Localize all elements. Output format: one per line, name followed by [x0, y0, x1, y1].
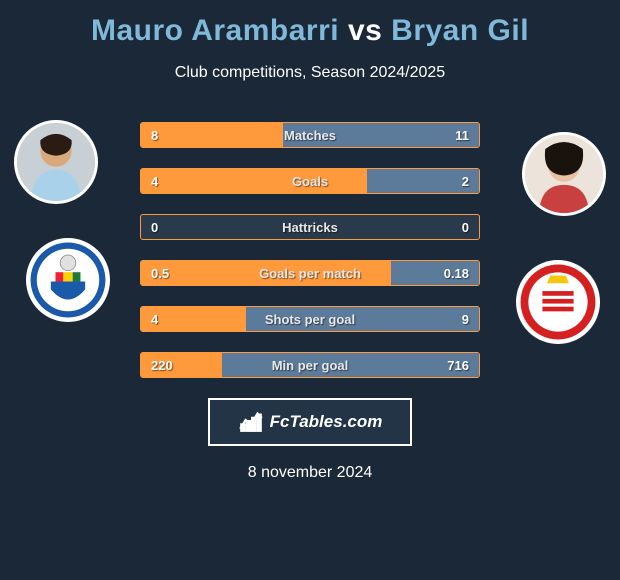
- stat-row-hattricks: 0 Hattricks 0: [140, 214, 480, 240]
- stat-right-value: 0.18: [444, 261, 469, 285]
- subtitle: Club competitions, Season 2024/2025: [8, 64, 612, 82]
- player1-name: Mauro Arambarri: [91, 14, 339, 47]
- player1-club-crest: [26, 238, 110, 322]
- branding-box[interactable]: FcTables.com: [208, 398, 412, 446]
- stat-right-value: 11: [455, 123, 469, 147]
- player2-avatar: [522, 132, 606, 216]
- stat-label: Hattricks: [141, 215, 479, 239]
- stat-row-min-per-goal: 220 Min per goal 716: [140, 352, 480, 378]
- stat-right-value: 716: [447, 353, 469, 377]
- stat-right-value: 0: [462, 215, 469, 239]
- stat-label: Matches: [141, 123, 479, 147]
- stat-label: Goals per match: [141, 261, 479, 285]
- branding-text: FcTables.com: [270, 412, 383, 432]
- player1-avatar: [14, 120, 98, 204]
- stat-label: Goals: [141, 169, 479, 193]
- stat-row-goals-per-match: 0.5 Goals per match 0.18: [140, 260, 480, 286]
- stat-row-matches: 8 Matches 11: [140, 122, 480, 148]
- page-title: Mauro Arambarri vs Bryan Gil: [8, 14, 612, 48]
- vs-text: vs: [348, 14, 382, 47]
- player2-name: Bryan Gil: [391, 14, 529, 47]
- stat-row-goals: 4 Goals 2: [140, 168, 480, 194]
- date-text: 8 november 2024: [8, 464, 612, 482]
- player2-club-crest: [516, 260, 600, 344]
- stat-right-value: 2: [462, 169, 469, 193]
- chart-icon: [238, 407, 264, 438]
- stat-row-shots-per-goal: 4 Shots per goal 9: [140, 306, 480, 332]
- stats-table: 8 Matches 11 4 Goals 2 0 Hattricks 0 0.5…: [140, 122, 480, 378]
- stat-right-value: 9: [462, 307, 469, 331]
- stat-label: Min per goal: [141, 353, 479, 377]
- stat-label: Shots per goal: [141, 307, 479, 331]
